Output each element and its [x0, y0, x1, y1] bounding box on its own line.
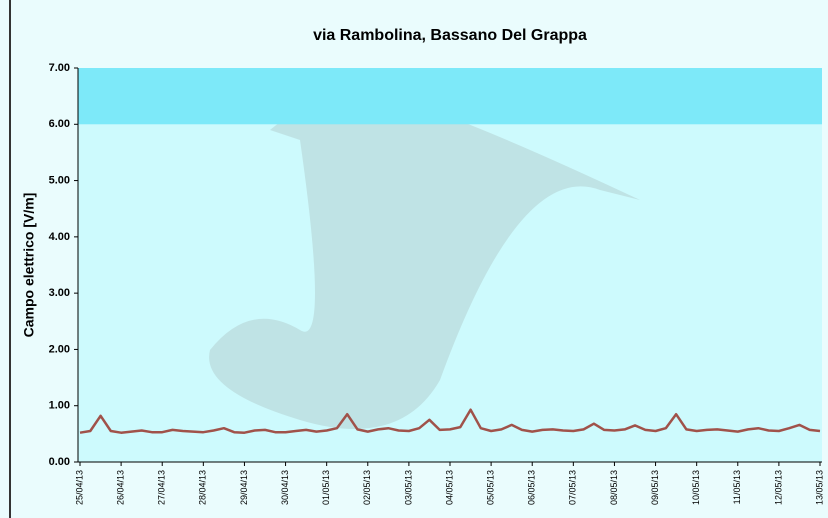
- x-tick-label: 05/05/13: [485, 470, 495, 505]
- x-tick-label: 26/04/13: [115, 470, 125, 505]
- x-tick-label: 02/05/13: [362, 470, 372, 505]
- x-tick-label: 30/04/13: [280, 470, 290, 505]
- x-tick-label: 13/05/13: [814, 470, 824, 505]
- x-tick-label: 27/04/13: [157, 470, 167, 505]
- y-tick-label: 7.00: [49, 62, 70, 74]
- y-tick-label: 2.00: [49, 343, 70, 355]
- x-tick-label: 01/05/13: [321, 470, 331, 505]
- x-tick-label: 12/05/13: [773, 470, 783, 505]
- y-tick-label: 3.00: [49, 287, 70, 299]
- limit-band: [78, 68, 822, 124]
- y-tick-label: 1.00: [49, 400, 70, 412]
- y-tick-label: 6.00: [49, 118, 70, 130]
- page: via Rambolina, Bassano Del Grappa Campo …: [0, 0, 828, 518]
- x-tick-label: 08/05/13: [609, 470, 619, 505]
- x-tick-label: 06/05/13: [527, 470, 537, 505]
- chart: via Rambolina, Bassano Del Grappa Campo …: [0, 0, 828, 518]
- x-tick-label: 28/04/13: [198, 470, 208, 505]
- chart-title: via Rambolina, Bassano Del Grappa: [313, 27, 587, 44]
- y-tick-label: 5.00: [49, 174, 70, 186]
- x-tick-label: 29/04/13: [239, 470, 249, 505]
- x-tick-label: 09/05/13: [650, 470, 660, 505]
- x-tick-label: 11/05/13: [732, 470, 742, 504]
- x-tick-label: 03/05/13: [403, 470, 413, 505]
- x-tick-label: 10/05/13: [691, 470, 701, 505]
- y-tick-label: 4.00: [49, 231, 70, 243]
- x-tick-label: 04/05/13: [444, 470, 454, 505]
- y-tick-label: 0.00: [49, 456, 70, 468]
- x-tick-label: 25/04/13: [74, 470, 84, 505]
- y-axis-label: Campo elettrico [V/m]: [21, 193, 37, 338]
- x-tick-label: 07/05/13: [568, 470, 578, 505]
